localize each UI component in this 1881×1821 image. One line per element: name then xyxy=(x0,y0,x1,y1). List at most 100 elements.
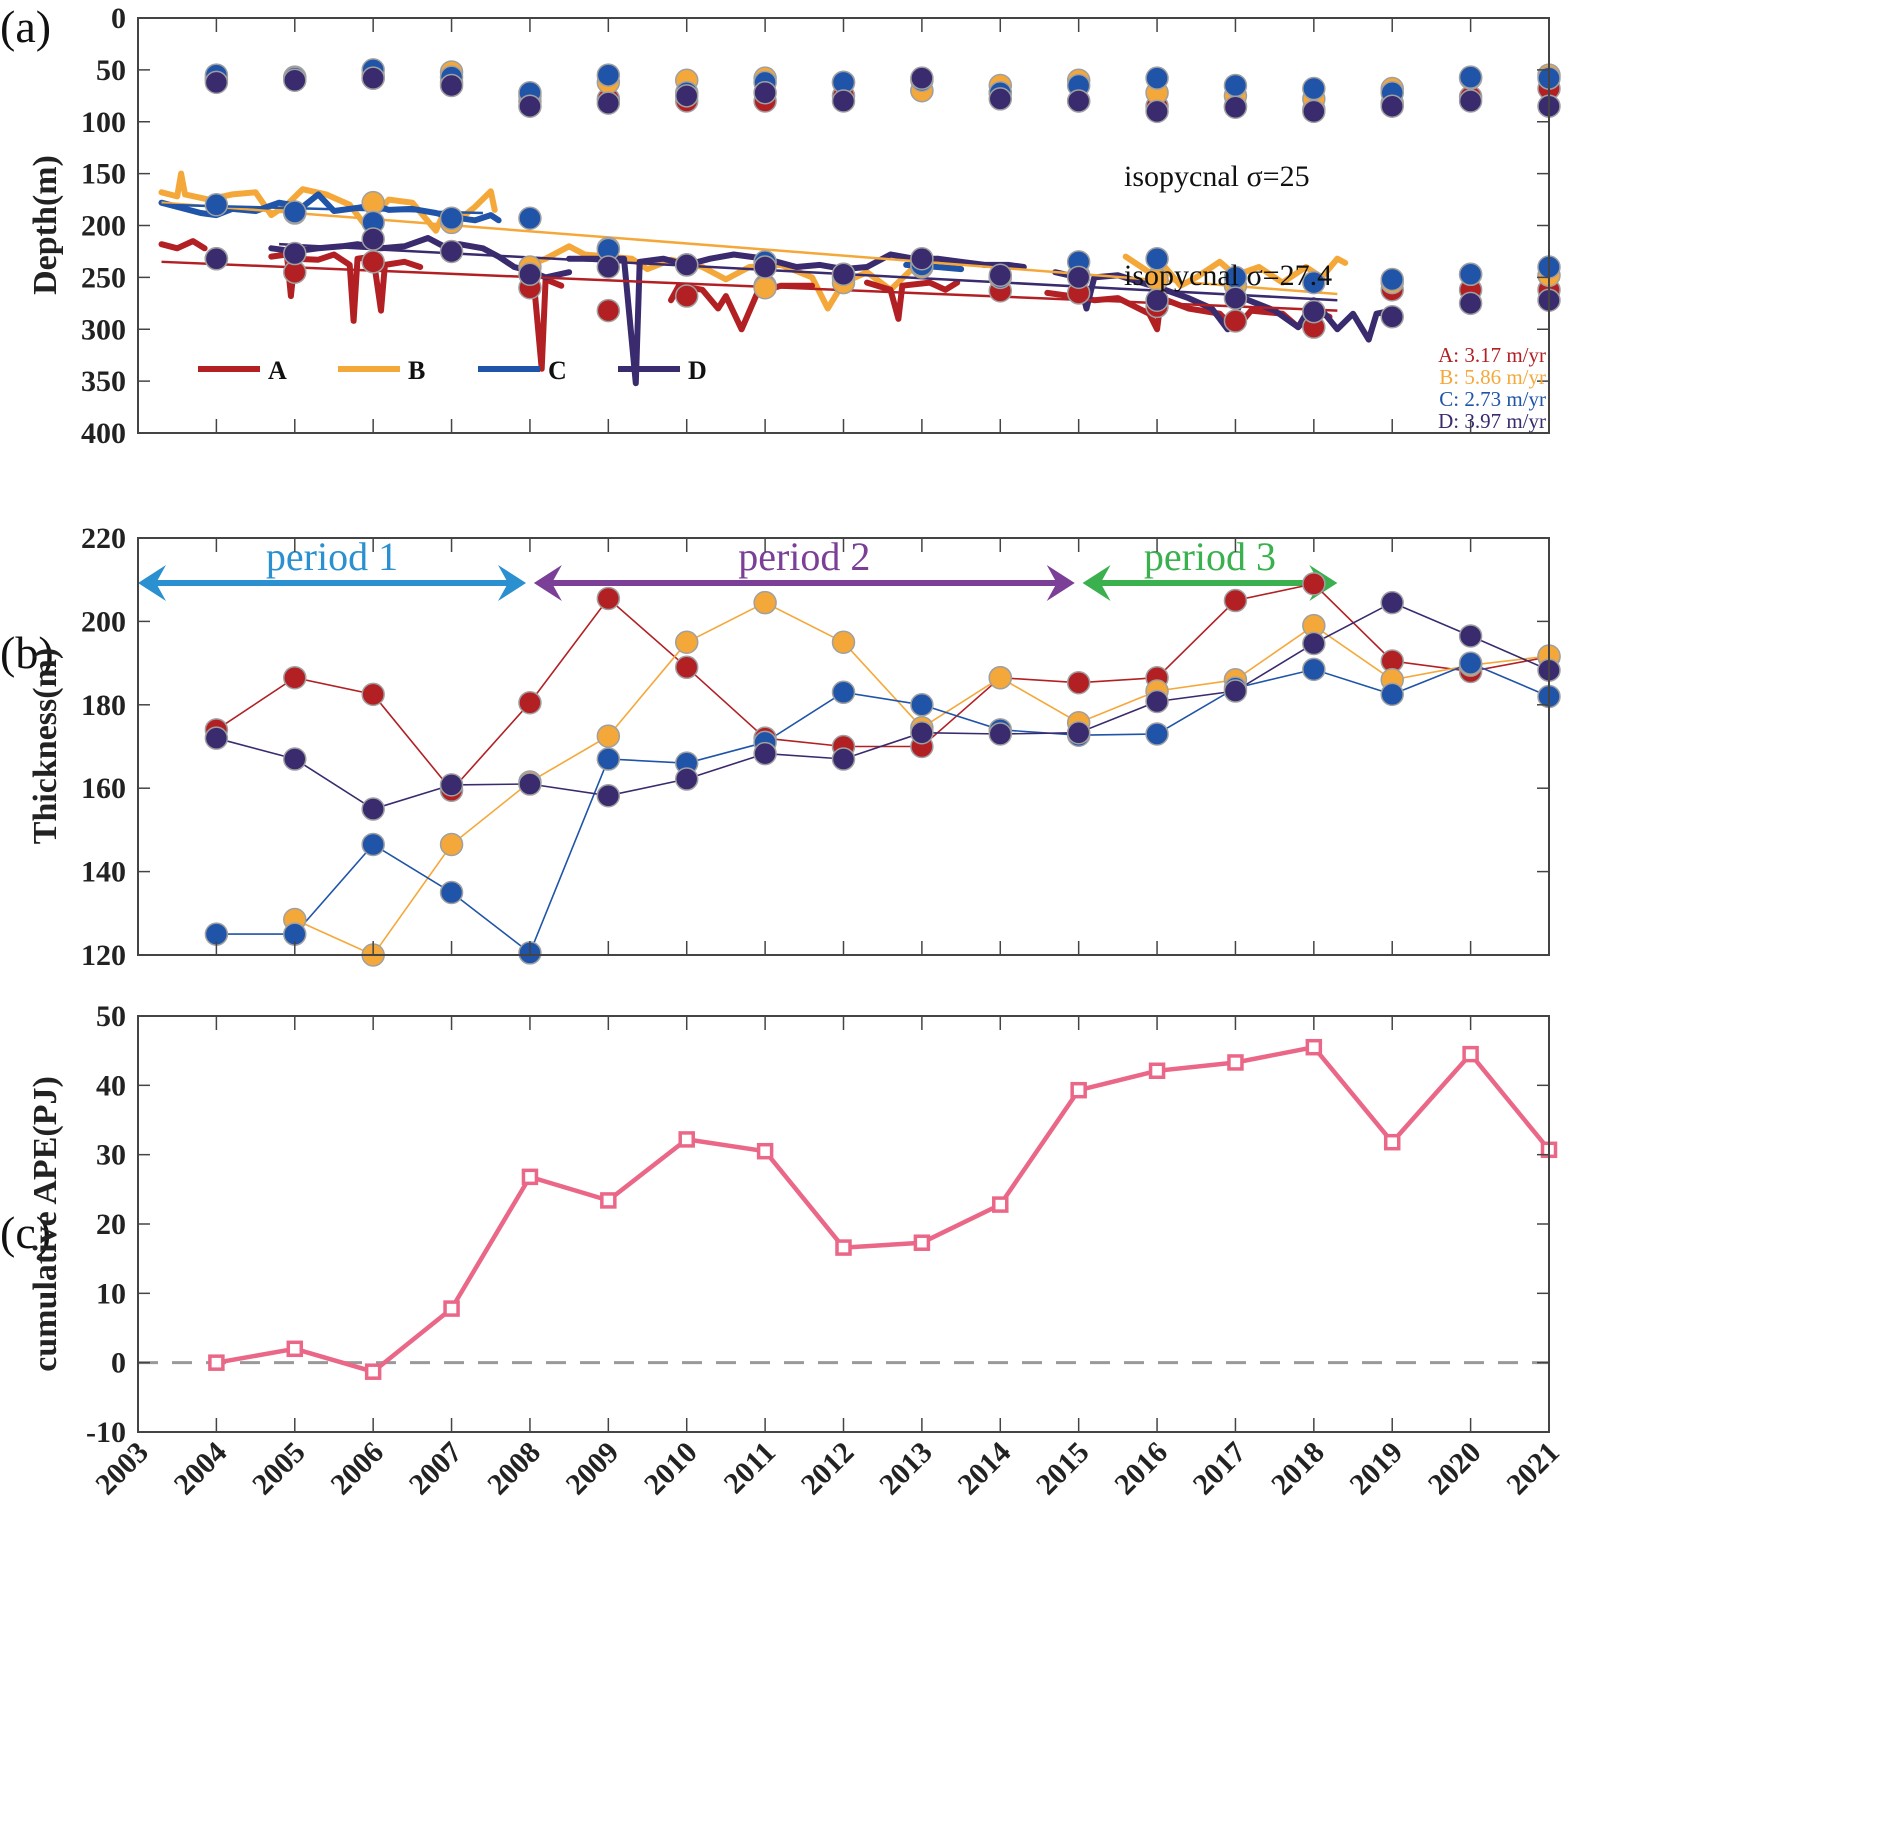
thickness-series xyxy=(204,572,1561,967)
marker-isopycnal-27-4-D xyxy=(1145,288,1169,312)
marker-isopycnal-27-4-D xyxy=(910,246,934,271)
rate-labels: A: 3.17 m/yrB: 5.86 m/yrC: 2.73 m/yrD: 3… xyxy=(1438,343,1546,433)
marker-isopycnal-27-4-D xyxy=(988,263,1013,288)
ape-point xyxy=(1462,1045,1479,1063)
panel-a-ylabel: Depth(m) xyxy=(27,155,64,295)
rate-label-C: C: 2.73 m/yr xyxy=(1439,387,1546,411)
y-tick-label: 20 xyxy=(96,1208,126,1241)
x-tick-label: 2012 xyxy=(795,1436,861,1502)
marker-isopycnal-27-4-D xyxy=(361,227,385,251)
trace-A xyxy=(268,251,424,324)
ape-point xyxy=(1227,1054,1244,1071)
marker-isopycnal-27-4-D xyxy=(204,246,229,271)
panel-b-ylabel: Thickness(m) xyxy=(27,648,64,844)
x-tick-label: 2013 xyxy=(873,1436,939,1502)
arrowhead-right-icon xyxy=(498,565,527,601)
x-tick-label: 2007 xyxy=(403,1436,469,1502)
ape-point xyxy=(678,1131,695,1148)
x-tick-label: 2016 xyxy=(1108,1436,1174,1502)
marker-isopycnal-27-4-C xyxy=(204,193,229,217)
marker-isopycnal-25-C xyxy=(1223,73,1248,98)
marker-isopycnal-25-D xyxy=(596,91,621,115)
x-tick-label: 2019 xyxy=(1343,1436,1409,1502)
data-point-C xyxy=(831,680,856,705)
marker-isopycnal-27-4-D xyxy=(283,241,307,266)
data-point-D xyxy=(361,797,385,821)
period-arrow-3: period 3 xyxy=(1082,534,1338,601)
series-line-D xyxy=(216,601,1550,810)
rate-label-B: B: 5.86 m/yr xyxy=(1439,365,1546,389)
trace-B xyxy=(519,243,965,312)
marker-isopycnal-27-4-C xyxy=(1458,262,1483,287)
rate-label-A: A: 3.17 m/yr xyxy=(1438,343,1546,367)
marker-isopycnal-25-C xyxy=(1145,66,1169,90)
ape-point xyxy=(1305,1038,1323,1056)
x-tick-label: 2018 xyxy=(1265,1436,1331,1502)
data-point-D xyxy=(988,722,1013,746)
period-label-3: period 3 xyxy=(1144,534,1276,579)
marker-isopycnal-27-4-D xyxy=(674,253,699,277)
legend-label-D: D xyxy=(688,356,707,385)
y-tick-label: 120 xyxy=(81,939,126,972)
data-point-C xyxy=(1302,657,1326,682)
data-point-D xyxy=(204,726,229,750)
y-tick-label: 200 xyxy=(81,605,126,638)
data-point-C xyxy=(910,693,934,717)
data-point-A xyxy=(1066,670,1091,695)
data-point-D xyxy=(831,747,856,771)
marker-isopycnal-25-D xyxy=(1223,95,1248,119)
marker-isopycnal-25-D xyxy=(1380,94,1404,118)
x-tick-label: 2015 xyxy=(1030,1436,1096,1502)
period-label-1: period 1 xyxy=(266,534,398,579)
panel-a-depth: 0 50 100 150 200 250 300 350 400 Depth(m) isopyc… xyxy=(27,2,1561,450)
trace-D xyxy=(566,251,1027,387)
data-point-D xyxy=(674,767,699,791)
data-point-B xyxy=(439,832,464,857)
y-tick-label: 180 xyxy=(81,689,126,722)
trace-A xyxy=(158,238,208,252)
data-point-C xyxy=(361,832,385,857)
y-tick-label: 30 xyxy=(96,1139,126,1172)
y-tick-label: 50 xyxy=(96,54,126,87)
panel-tag-b: (b) xyxy=(0,627,54,678)
data-point-B xyxy=(988,665,1013,690)
legend: A B C D xyxy=(198,356,707,385)
period-arrow-1: period 1 xyxy=(138,534,527,601)
ape-point xyxy=(992,1196,1009,1213)
data-point-C xyxy=(1380,682,1404,707)
legend-label-B: B xyxy=(408,356,425,385)
x-tick-label: 2005 xyxy=(246,1436,312,1502)
arrowhead-right-icon xyxy=(1046,565,1075,601)
data-point-A xyxy=(1223,588,1248,613)
y-tick-label: -10 xyxy=(86,1416,126,1449)
panel-c-ape: -10 0 10 20 30 40 50 cumulative APE(PJ) 2003 20… xyxy=(27,1000,1566,1501)
marker-isopycnal-27-4-C xyxy=(1302,270,1326,295)
marker-isopycnal-27-4-A xyxy=(674,284,699,308)
data-point-B xyxy=(674,630,699,654)
ape-point xyxy=(835,1239,852,1256)
marker-isopycnal-25-C xyxy=(1302,76,1326,101)
marker-isopycnal-27-4-C xyxy=(283,200,307,224)
x-tick-label: 2017 xyxy=(1187,1436,1253,1502)
data-point-D xyxy=(1223,679,1248,703)
data-point-A xyxy=(361,682,385,707)
marker-isopycnal-25-D xyxy=(518,94,542,118)
marker-isopycnal-27-4-D xyxy=(518,262,542,287)
trend-line-A xyxy=(161,260,1338,312)
ape-point xyxy=(1148,1062,1166,1080)
series-line-A xyxy=(215,583,1550,792)
data-point-D xyxy=(753,741,777,766)
data-point-A xyxy=(596,586,621,611)
y-tick-label: 220 xyxy=(81,522,126,555)
y-tick-label: 140 xyxy=(81,856,126,889)
marker-isopycnal-25-D xyxy=(1458,89,1483,113)
panel-c-axes: -10 0 10 20 30 40 50 xyxy=(86,1000,1550,1449)
marker-isopycnal-25-D xyxy=(361,66,385,90)
y-tick-label: 300 xyxy=(81,313,126,346)
marker-isopycnal-25-D xyxy=(831,89,856,113)
y-tick-label: 160 xyxy=(81,772,126,805)
x-tick-label: 2009 xyxy=(560,1436,626,1502)
data-point-D xyxy=(910,720,934,745)
y-tick-label: 0 xyxy=(111,1347,126,1380)
legend-label-C: C xyxy=(548,356,567,385)
